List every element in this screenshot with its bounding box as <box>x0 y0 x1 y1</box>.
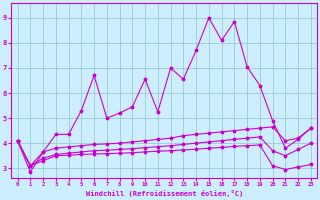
X-axis label: Windchill (Refroidissement éolien,°C): Windchill (Refroidissement éolien,°C) <box>85 190 243 197</box>
